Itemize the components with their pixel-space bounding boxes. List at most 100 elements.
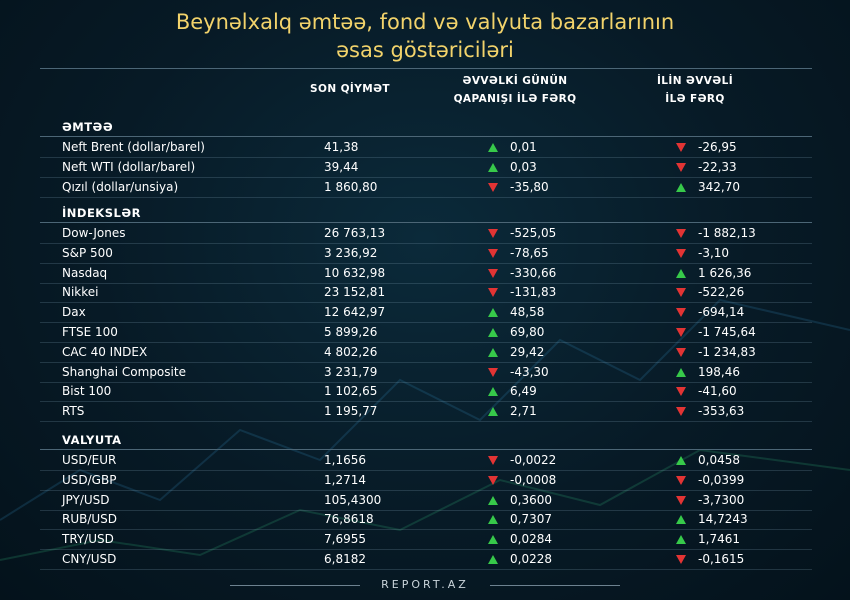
- prev-day-change: 69,80: [510, 325, 545, 339]
- instrument-name: RTS: [62, 404, 85, 419]
- up-arrow-icon: [676, 456, 686, 465]
- instrument-name: Nasdaq: [62, 265, 108, 280]
- prev-day-change: -0,0022: [510, 453, 557, 467]
- down-arrow-icon: [676, 229, 686, 238]
- up-arrow-icon: [676, 367, 686, 377]
- column-header-ytd: İLİN ƏVVƏLİ İLƏ FƏRQ: [630, 72, 760, 108]
- up-arrow-icon: [488, 407, 498, 417]
- down-arrow-icon: [488, 248, 498, 258]
- ytd-change: -522,26: [698, 285, 745, 300]
- down-arrow-icon: [676, 387, 686, 397]
- table-row: CNY/USD 6,8182 0,0228 -0,1615: [40, 549, 812, 570]
- ytd-change: -3,10: [698, 245, 730, 260]
- down-arrow-icon: [488, 268, 498, 278]
- instrument-name: USD/GBP: [62, 472, 117, 487]
- last-price: 41,38: [324, 140, 359, 154]
- instrument-name: Neft WTI (dollar/barel): [62, 159, 196, 174]
- instrument-name: RUB/USD: [62, 512, 118, 527]
- instrument-name: Dow-Jones: [62, 226, 126, 240]
- up-arrow-icon: [676, 268, 686, 278]
- table-row: RTS 1 195,77 2,71 -353,63: [40, 401, 812, 423]
- table-row: Neft WTI (dollar/barel) 39,44 0,03 -22,33: [40, 157, 812, 178]
- down-arrow-icon: [488, 288, 498, 298]
- ytd-change: -694,14: [698, 305, 745, 320]
- table-row: USD/EUR 1,1656 -0,0022 0,0458: [40, 450, 812, 471]
- prev-day-change: -330,66: [510, 265, 557, 280]
- down-arrow-icon: [676, 347, 686, 357]
- prev-day-change: -0,0008: [510, 472, 557, 487]
- instrument-name: FTSE 100: [62, 325, 118, 339]
- section-header: İNDEKSLƏR: [40, 202, 812, 223]
- up-arrow-icon: [676, 535, 686, 545]
- up-arrow-icon: [488, 535, 498, 545]
- prev-day-change: 2,71: [510, 404, 537, 419]
- ytd-change: -1 745,64: [698, 325, 756, 339]
- ytd-change: 342,70: [698, 179, 740, 194]
- title-line-1: Beynəlxalq əmtəə, fond və valyuta bazarl…: [175, 10, 675, 34]
- table-row: Shanghai Composite 3 231,79 -43,30 198,46: [40, 362, 812, 383]
- up-arrow-icon: [488, 515, 498, 525]
- instrument-name: S&P 500: [62, 245, 113, 260]
- footer-line-right: [490, 585, 620, 586]
- last-price: 76,8618: [324, 512, 374, 527]
- prev-day-change: -78,65: [510, 245, 549, 260]
- down-arrow-icon: [488, 182, 498, 192]
- prev-day-change: -43,30: [510, 364, 549, 379]
- ytd-change: -0,1615: [698, 552, 745, 566]
- ytd-change: -1 234,83: [698, 344, 756, 359]
- up-arrow-icon: [488, 347, 498, 357]
- down-arrow-icon: [488, 475, 498, 485]
- prev-day-change: -131,83: [510, 285, 557, 300]
- ytd-change: -0,0399: [698, 472, 745, 487]
- table-row: Nasdaq 10 632,98 -330,66 1 626,36: [40, 263, 812, 284]
- title-line-2: əsas göstəriciləri: [336, 38, 514, 62]
- last-price: 1,1656: [324, 453, 366, 467]
- table-row: USD/GBP 1,2714 -0,0008 -0,0399: [40, 470, 812, 491]
- column-header-last-price: SON QİYMƏT: [310, 83, 390, 95]
- table-row: JPY/USD 105,4300 0,3600 -3,7300: [40, 490, 812, 511]
- prev-day-change: -525,05: [510, 226, 557, 240]
- up-arrow-icon: [488, 555, 498, 564]
- down-arrow-icon: [676, 143, 686, 152]
- section-label: VALYUTA: [62, 433, 122, 447]
- down-arrow-icon: [488, 367, 498, 377]
- last-price: 10 632,98: [324, 265, 386, 280]
- last-price: 1 102,65: [324, 384, 378, 399]
- last-price: 1 195,77: [324, 404, 378, 419]
- down-arrow-icon: [676, 248, 686, 258]
- column-header-prev-day: ƏVVƏLKİ GÜNÜN QAPANIŞI İLƏ FƏRQ: [440, 72, 590, 108]
- instrument-name: Nikkei: [62, 285, 99, 300]
- instrument-name: JPY/USD: [62, 492, 110, 507]
- table-row: Neft Brent (dollar/barel) 41,38 0,01 -26,95: [40, 137, 812, 158]
- instrument-name: Shanghai Composite: [62, 364, 186, 379]
- down-arrow-icon: [676, 328, 686, 337]
- up-arrow-icon: [488, 495, 498, 505]
- ytd-change: 1,7461: [698, 532, 740, 547]
- column-header-prev-day-line-1: ƏVVƏLKİ GÜNÜN: [462, 75, 568, 87]
- down-arrow-icon: [676, 162, 686, 172]
- instrument-name: Bist 100: [62, 384, 112, 399]
- ytd-change: -41,60: [698, 384, 737, 399]
- instrument-name: CNY/USD: [62, 552, 117, 566]
- page-title: Beynəlxalq əmtəə, fond və valyuta bazarl…: [0, 8, 850, 64]
- section-label: ƏMTƏƏ: [62, 120, 114, 134]
- prev-day-change: 0,3600: [510, 492, 552, 507]
- table-row: Dax 12 642,97 48,58 -694,14: [40, 302, 812, 324]
- up-arrow-icon: [488, 387, 498, 397]
- last-price: 5 899,26: [324, 325, 378, 339]
- header-divider: [40, 68, 812, 69]
- footer-brand: REPORT.AZ: [381, 578, 469, 591]
- table-row: Dow-Jones 26 763,13 -525,05 -1 882,13: [40, 223, 812, 244]
- prev-day-change: 29,42: [510, 344, 545, 359]
- table-row: RUB/USD 76,8618 0,7307 14,7243: [40, 509, 812, 531]
- ytd-change: 1 626,36: [698, 265, 752, 280]
- up-arrow-icon: [488, 328, 498, 337]
- instrument-name: USD/EUR: [62, 453, 117, 467]
- prev-day-change: -35,80: [510, 179, 549, 194]
- last-price: 7,6955: [324, 532, 366, 547]
- prev-day-change: 0,01: [510, 140, 537, 154]
- last-price: 3 231,79: [324, 364, 378, 379]
- ytd-change: -353,63: [698, 404, 745, 419]
- prev-day-change: 6,49: [510, 384, 537, 399]
- last-price: 6,8182: [324, 552, 366, 566]
